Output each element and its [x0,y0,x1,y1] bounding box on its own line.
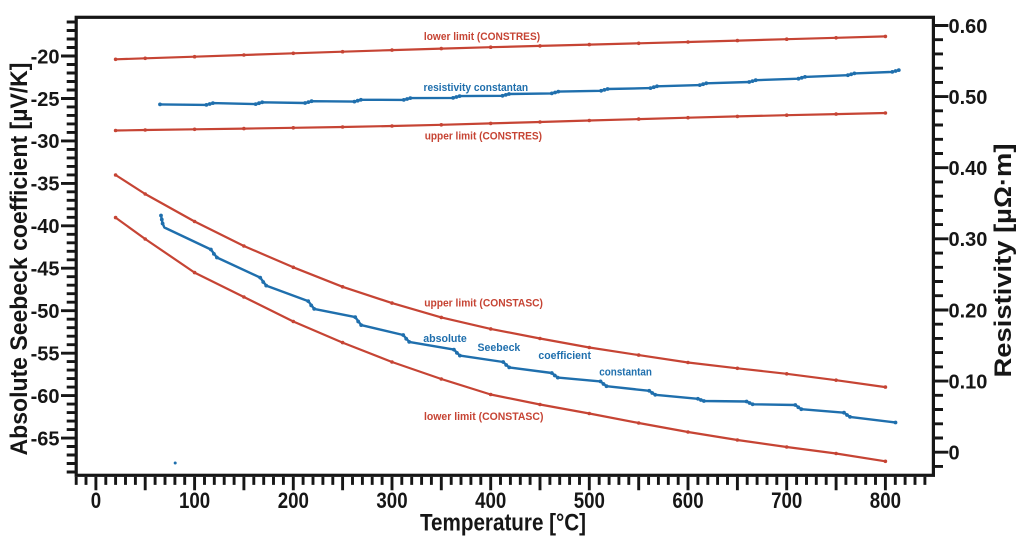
svg-text:-25: -25 [31,89,60,111]
svg-text:lower limit (CONSTRES): lower limit (CONSTRES) [424,30,540,42]
svg-text:0.30: 0.30 [949,229,988,251]
svg-text:resistivity constantan: resistivity constantan [424,82,529,94]
svg-text:Resistivity [µΩ·m]: Resistivity [µΩ·m] [990,144,1016,378]
svg-text:0.50: 0.50 [949,87,988,109]
svg-text:lower limit (CONSTASC): lower limit (CONSTASC) [424,411,544,423]
svg-text:-60: -60 [31,386,60,408]
svg-text:coefficient: coefficient [538,350,591,362]
svg-text:300: 300 [376,490,407,514]
svg-text:Seebeck: Seebeck [478,342,521,354]
svg-text:200: 200 [278,490,309,514]
svg-text:-45: -45 [31,259,60,281]
svg-text:0.20: 0.20 [949,300,988,322]
svg-text:500: 500 [574,490,605,514]
svg-text:600: 600 [672,490,703,514]
svg-text:-55: -55 [31,344,60,366]
svg-text:constantan: constantan [599,367,652,379]
svg-text:-35: -35 [31,174,60,196]
svg-text:-20: -20 [31,46,60,68]
svg-text:-65: -65 [31,428,60,450]
svg-text:Temperature [°C]: Temperature [°C] [420,509,586,536]
svg-text:-50: -50 [31,301,60,323]
svg-text:upper limit (CONSTRES): upper limit (CONSTRES) [425,130,542,142]
svg-text:Absolute Seebeck coefficient [: Absolute Seebeck coefficient [µV/K] [6,63,33,456]
svg-text:upper limit (CONSTASC): upper limit (CONSTASC) [424,297,543,309]
svg-text:0.10: 0.10 [949,371,988,393]
svg-text:-30: -30 [31,131,60,153]
svg-text:700: 700 [771,490,802,514]
svg-text:0.60: 0.60 [949,16,988,38]
svg-text:0.40: 0.40 [949,158,988,180]
svg-text:0: 0 [91,490,101,514]
svg-text:400: 400 [475,490,506,514]
svg-text:100: 100 [179,490,210,514]
svg-text:800: 800 [870,490,901,514]
svg-text:0: 0 [949,443,960,465]
svg-text:-40: -40 [31,216,60,238]
svg-text:absolute: absolute [423,333,467,345]
